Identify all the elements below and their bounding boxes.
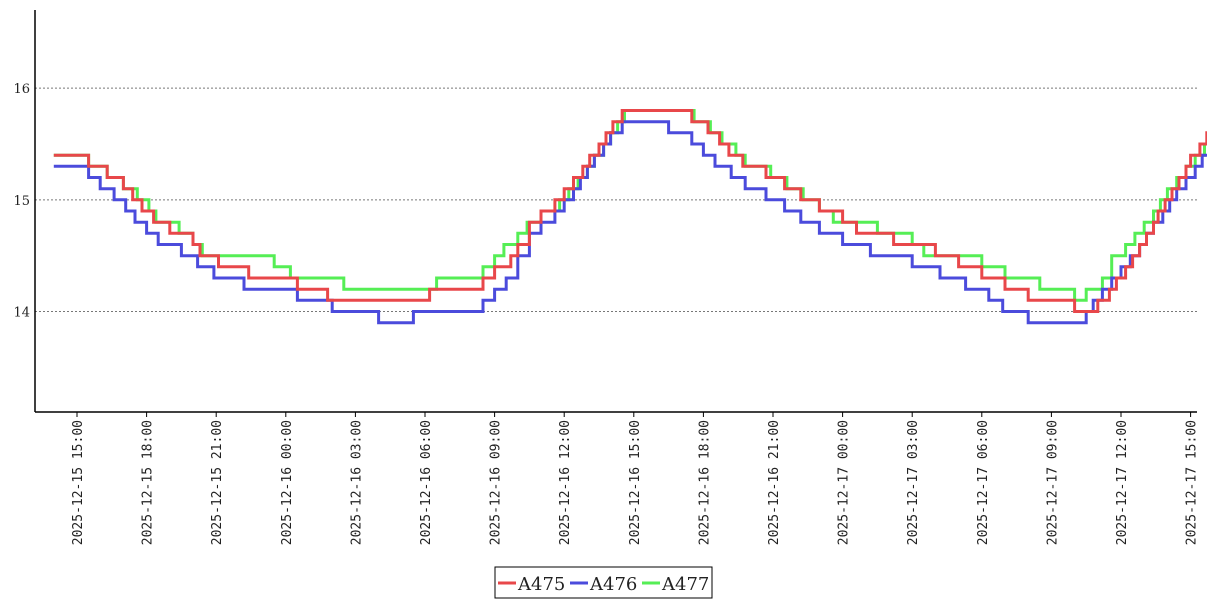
x-tick-label: 2025-12-16 18:00 xyxy=(697,420,712,545)
x-tick-label: 2025-12-17 06:00 xyxy=(976,420,991,545)
legend-box xyxy=(494,566,713,599)
legend-label-A477: A477 xyxy=(661,574,709,595)
x-axis-ticks: 2025-12-15 15:00 2025-12-15 18:00 2025-12-… xyxy=(71,412,1200,545)
x-tick-label: 2025-12-16 15:00 xyxy=(628,420,643,545)
y-tick-label: 15 xyxy=(13,194,30,209)
x-tick-label: 2025-12-17 09:00 xyxy=(1045,420,1060,545)
y-tick-label: 14 xyxy=(13,306,30,321)
x-tick-label: 2025-12-15 15:00 xyxy=(71,420,86,545)
legend: A475 A476 A477 xyxy=(494,566,713,599)
series-lines xyxy=(53,109,1207,325)
series-line-A475 xyxy=(53,109,1207,313)
legend-label-A475: A475 xyxy=(517,574,565,595)
x-tick-label: 2025-12-17 00:00 xyxy=(837,420,852,545)
x-tick-label: 2025-12-15 21:00 xyxy=(210,420,225,545)
x-tick-label: 2025-12-16 06:00 xyxy=(419,420,434,545)
x-tick-label: 2025-12-17 15:00 xyxy=(1185,420,1200,545)
x-tick-label: 2025-12-17 12:00 xyxy=(1115,420,1130,545)
x-tick-label: 2025-12-16 00:00 xyxy=(280,420,295,545)
y-axis-ticks: 14 15 16 xyxy=(13,82,30,320)
x-tick-label: 2025-12-16 03:00 xyxy=(349,420,364,545)
y-tick-label: 16 xyxy=(13,82,30,97)
x-tick-label: 2025-12-15 18:00 xyxy=(141,420,156,545)
x-tick-label: 2025-12-16 09:00 xyxy=(489,420,504,545)
series-line-A476 xyxy=(53,120,1207,325)
axes xyxy=(34,10,1197,413)
legend-label-A476: A476 xyxy=(589,574,637,595)
x-tick-label: 2025-12-16 12:00 xyxy=(558,420,573,545)
x-tick-label: 2025-12-16 21:00 xyxy=(767,420,782,545)
series-line-A477 xyxy=(53,109,1207,302)
x-tick-label: 2025-12-17 03:00 xyxy=(906,420,921,545)
